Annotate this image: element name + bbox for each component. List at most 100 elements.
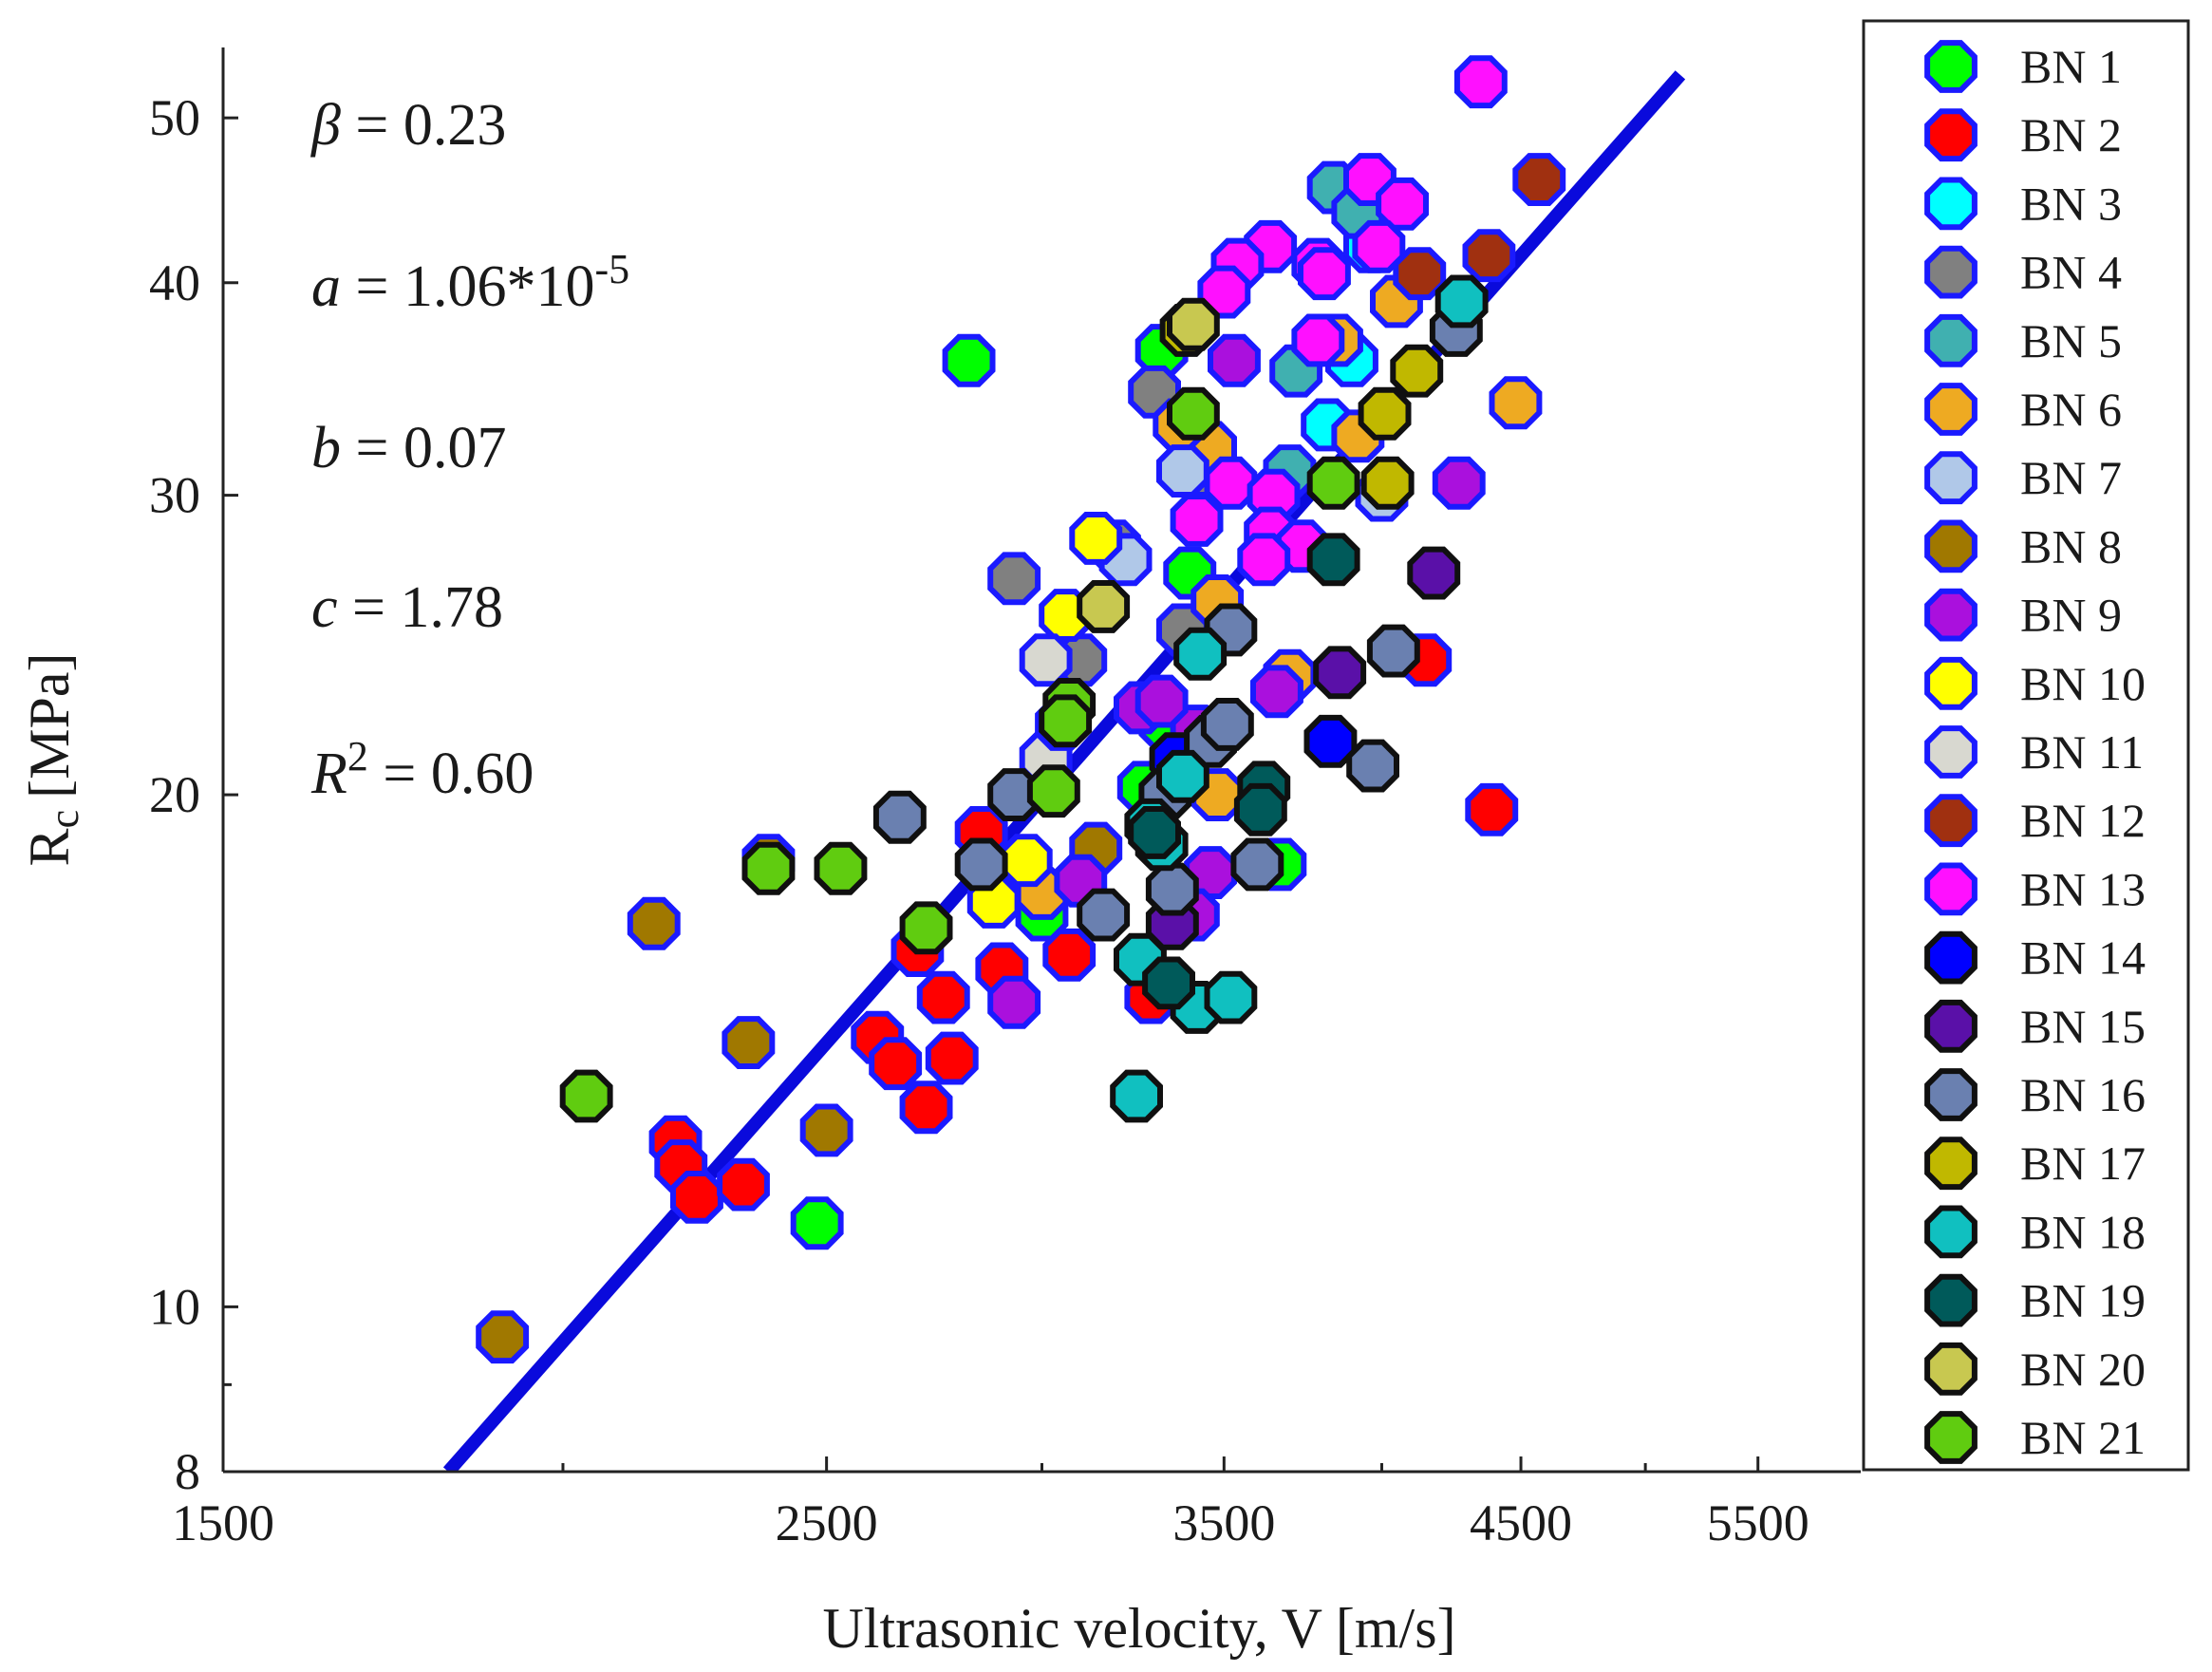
data-point-bn-19	[1233, 782, 1287, 836]
data-point-bn-7	[1156, 444, 1209, 498]
y-axis-title-unit: [MPa]	[18, 653, 81, 798]
data-point-bn-18	[1156, 749, 1209, 803]
data-point-bn-14	[1303, 714, 1358, 768]
fit-parameter-annotation: b = 0.07	[311, 416, 506, 480]
legend-marker	[1924, 1273, 1978, 1327]
data-point-bn-13	[1170, 494, 1224, 547]
data-point-bn-9	[1208, 333, 1261, 387]
legend-marker	[1924, 451, 1978, 505]
legend-marker	[1924, 40, 1978, 93]
x-tick-label: 3500	[1172, 1494, 1275, 1551]
legend-marker	[1924, 313, 1978, 367]
legend-marker	[1924, 383, 1978, 436]
data-point-bn-2	[916, 970, 970, 1024]
y-tick-label: 30	[149, 467, 200, 524]
data-point-bn-13	[1204, 456, 1258, 510]
data-point-bn-17	[1358, 386, 1412, 441]
data-point-bn-20	[1077, 580, 1131, 633]
data-point-bn-17	[1390, 344, 1444, 398]
x-tick-label: 2500	[776, 1494, 878, 1551]
data-point-bn-16	[1077, 888, 1131, 942]
data-point-bn-9	[1250, 665, 1303, 719]
data-point-bn-2	[670, 1171, 723, 1224]
annotation-value: = 1.06*10	[341, 254, 594, 319]
data-point-bn-12	[1512, 153, 1566, 206]
legend-entry-label: BN 10	[2020, 657, 2146, 710]
data-point-bn-21	[1306, 456, 1360, 510]
annotation-symbol: b	[311, 416, 341, 480]
data-point-bn-21	[1039, 694, 1093, 748]
y-tick-label: 20	[149, 766, 200, 823]
data-point-bn-13	[1291, 313, 1345, 367]
fit-parameter-annotation: β = 0.23	[310, 93, 506, 158]
annotation-symbol: c	[311, 575, 338, 640]
legend-marker	[1924, 1205, 1978, 1259]
data-point-bn-10	[999, 834, 1053, 888]
data-point-bn-2	[869, 1037, 923, 1091]
legend-marker	[1924, 588, 1978, 642]
legend-entry-label: BN 4	[2020, 246, 2122, 299]
legend-marker	[1924, 177, 1978, 231]
data-point-bn-18	[1204, 970, 1258, 1024]
data-point-bn-8	[627, 896, 681, 950]
x-axis-title: Ultrasonic velocity, V [m/s]	[822, 1597, 1455, 1660]
legend-box	[1862, 19, 2190, 1472]
legend-marker	[1924, 725, 1978, 779]
fit-parameter-annotation: a = 1.06*10-5	[311, 246, 629, 320]
data-point-bn-2	[717, 1157, 770, 1212]
legend-marker	[1924, 794, 1978, 848]
legend-entry-label: BN 18	[2020, 1205, 2146, 1258]
x-tick-label: 5500	[1707, 1494, 1809, 1551]
data-point-bn-16	[954, 837, 1008, 892]
legend-entry-label: BN 6	[2020, 383, 2122, 436]
data-point-bn-13	[1352, 219, 1406, 273]
data-point-bn-18	[1110, 1069, 1163, 1123]
data-point-bn-13	[1298, 247, 1351, 301]
data-point-bn-21	[1167, 386, 1220, 441]
data-point-bn-9	[1134, 674, 1189, 728]
x-tick-label: 4500	[1470, 1494, 1572, 1551]
legend-entry-label: BN 1	[2020, 40, 2122, 93]
legend-marker	[1924, 862, 1978, 916]
legend-marker	[1924, 656, 1978, 710]
legend-marker	[1924, 108, 1978, 162]
legend-entry-label: BN 2	[2020, 108, 2122, 161]
annotation-value: = 1.78	[338, 575, 503, 640]
legend-entry-label: BN 5	[2020, 314, 2122, 367]
fit-parameter-annotation: R2 = 0.60	[310, 733, 534, 807]
legend-entry-label: BN 14	[2020, 931, 2146, 985]
legend-entry-label: BN 9	[2020, 589, 2122, 642]
data-point-bn-13	[1376, 177, 1429, 231]
data-point-bn-18	[1173, 627, 1228, 681]
data-point-bn-8	[799, 1103, 853, 1157]
data-point-bn-16	[1230, 837, 1284, 892]
data-point-bn-11	[1019, 633, 1073, 687]
data-point-bn-16	[1200, 698, 1254, 751]
data-point-bn-21	[899, 901, 953, 955]
legend-entry-label: BN 21	[2020, 1411, 2146, 1464]
legend-marker	[1924, 1411, 1978, 1464]
y-axis-title-sub: c	[41, 810, 87, 829]
legend-marker	[1924, 999, 1978, 1053]
annotation-value: = 0.60	[368, 742, 534, 806]
data-point-bn-21	[741, 841, 796, 895]
data-point-bn-6	[1489, 376, 1543, 430]
data-point-bn-21	[1026, 764, 1080, 818]
legend-marker	[1924, 519, 1978, 573]
data-point-bn-13	[1197, 265, 1251, 319]
legend-entry-label: BN 13	[2020, 862, 2146, 915]
fit-parameter-annotation: c = 1.78	[311, 575, 503, 640]
legend-marker	[1924, 1342, 1978, 1396]
y-tick-label: 10	[149, 1278, 200, 1335]
legend-entry-label: BN 20	[2020, 1343, 2146, 1396]
legend-entry-label: BN 3	[2020, 177, 2122, 230]
annotation-superscript: 2	[347, 733, 368, 780]
y-axis-title: Rc [MPa]	[18, 653, 87, 867]
data-point-bn-15	[1313, 646, 1367, 700]
data-point-bn-4	[987, 552, 1041, 606]
data-point-bn-19	[1142, 956, 1195, 1010]
y-tick-label: 8	[175, 1443, 200, 1500]
data-point-bn-15	[1407, 546, 1461, 600]
data-point-bn-17	[1360, 456, 1415, 510]
legend-entry-label: BN 19	[2020, 1274, 2146, 1327]
